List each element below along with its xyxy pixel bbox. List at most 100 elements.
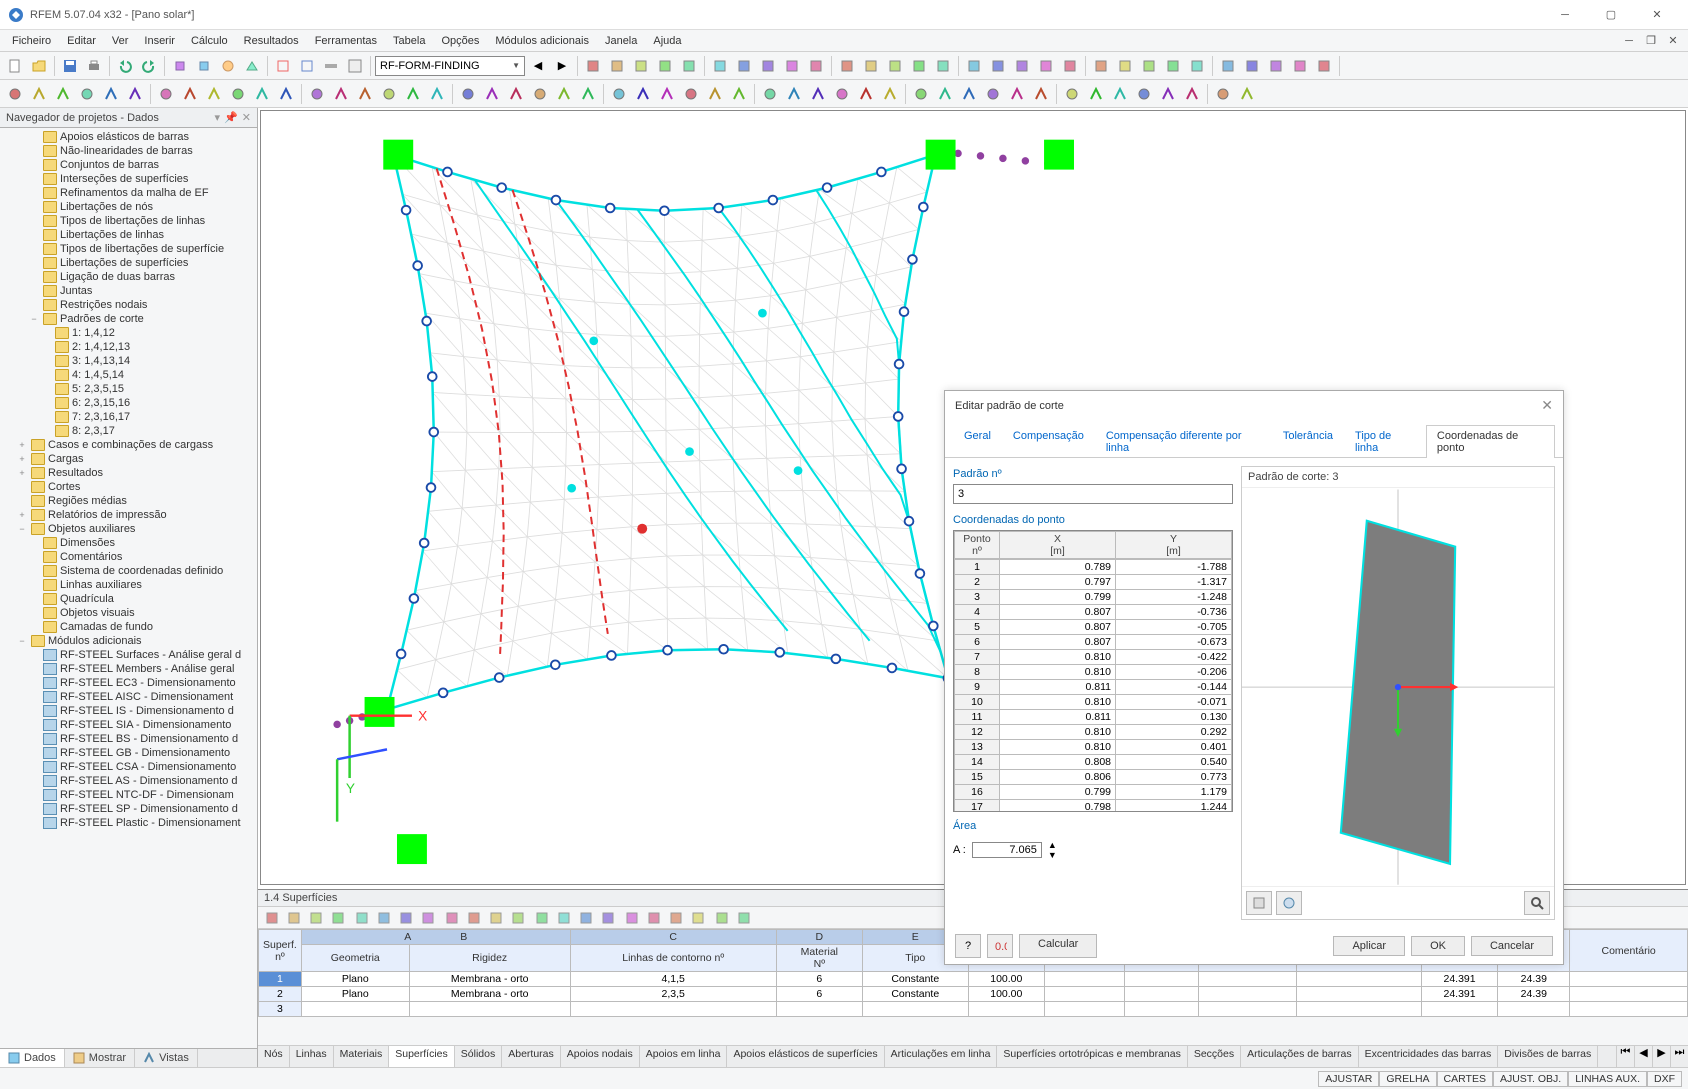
tree-node[interactable]: RF-STEEL Plastic - Dimensionament [0,816,257,830]
tool-icon[interactable] [678,55,700,77]
tool-icon[interactable] [1061,83,1083,105]
tree-node[interactable]: 4: 1,4,5,14 [0,368,257,382]
tree-node[interactable]: RF-STEEL GB - Dimensionamento [0,746,257,760]
table-tab[interactable]: Apoios em linha [640,1046,728,1067]
tree-node[interactable]: −Módulos adicionais [0,634,257,648]
table-tool-icon[interactable] [532,909,552,927]
tab-mostrar[interactable]: Mostrar [65,1049,135,1067]
tool-icon[interactable] [632,83,654,105]
tool-icon[interactable] [932,55,954,77]
tool-icon[interactable] [457,83,479,105]
tool-icon[interactable] [251,83,273,105]
tool-icon[interactable] [330,83,352,105]
menu-item[interactable]: Tabela [385,33,433,49]
dialog-tab[interactable]: Compensação diferente por linha [1095,425,1272,458]
tool-icon[interactable] [963,55,985,77]
tool-icon[interactable] [1011,55,1033,77]
tool-icon[interactable] [733,55,755,77]
menu-item[interactable]: Resultados [236,33,307,49]
tab-nav[interactable]: ▶ [1652,1046,1670,1067]
minimize-button[interactable]: ─ [1542,0,1588,30]
tool-icon[interactable] [855,83,877,105]
table-tool-icon[interactable] [328,909,348,927]
tool-icon[interactable] [831,83,853,105]
tree-node[interactable]: Sistema de coordenadas definido [0,564,257,578]
tool-icon[interactable] [354,83,376,105]
table-tool-icon[interactable] [396,909,416,927]
save-icon[interactable] [59,55,81,77]
tree-node[interactable]: RF-STEEL Surfaces - Análise geral d [0,648,257,662]
table-tool-icon[interactable] [598,909,618,927]
menu-item[interactable]: Ficheiro [4,33,59,49]
tool-icon[interactable] [582,55,604,77]
table-tool-icon[interactable] [374,909,394,927]
tree-node[interactable]: RF-STEEL BS - Dimensionamento d [0,732,257,746]
table-tool-icon[interactable] [622,909,642,927]
menu-item[interactable]: Ver [104,33,137,49]
tool-icon[interactable] [1217,55,1239,77]
table-tool-icon[interactable] [666,909,686,927]
tool-icon[interactable] [805,55,827,77]
tree-node[interactable]: Conjuntos de barras [0,158,257,172]
tool-icon[interactable] [1138,55,1160,77]
tool-icon[interactable] [728,83,750,105]
tool-icon[interactable] [987,55,1009,77]
tree-node[interactable]: Interseções de superfícies [0,172,257,186]
table-tab[interactable]: Linhas [290,1046,334,1067]
next-icon[interactable]: ▶ [551,55,573,77]
table-tool-icon[interactable] [464,909,484,927]
tool-icon[interactable] [481,83,503,105]
table-tool-icon[interactable] [712,909,732,927]
tool-icon[interactable] [320,55,342,77]
units-icon[interactable]: 0.00 [987,934,1013,958]
tree-node[interactable]: Restrições nodais [0,298,257,312]
table-tool-icon[interactable] [352,909,372,927]
tool-icon[interactable] [1035,55,1057,77]
coord-table[interactable]: Ponto nº X [m] Y [m] 10.789-1.78820.797-… [953,530,1233,812]
tree-node[interactable]: 6: 2,3,15,16 [0,396,257,410]
tree-node[interactable]: Libertações de superfícies [0,256,257,270]
tool-icon[interactable] [402,83,424,105]
tree-node[interactable]: Tipos de libertações de superfície [0,242,257,256]
tool-icon[interactable] [1085,83,1107,105]
table-tab[interactable]: Apoios elásticos de superfícies [727,1046,884,1067]
tool-icon[interactable] [1090,55,1112,77]
table-tool-icon[interactable] [508,909,528,927]
tool-icon[interactable] [1030,83,1052,105]
table-tool-icon[interactable] [418,909,438,927]
menu-item[interactable]: Cálculo [183,33,236,49]
tool-icon[interactable] [426,83,448,105]
tool-icon[interactable] [217,55,239,77]
tree-node[interactable]: +Resultados [0,466,257,480]
tool-icon[interactable] [1236,83,1258,105]
zoom-icon[interactable] [1524,891,1550,915]
tree-node[interactable]: −Padrões de corte [0,312,257,326]
tool-icon[interactable] [272,55,294,77]
tree-node[interactable]: RF-STEEL CSA - Dimensionamento [0,760,257,774]
tree-node[interactable]: +Casos e combinações de cargass [0,438,257,452]
tool-icon[interactable] [884,55,906,77]
redo-icon[interactable] [138,55,160,77]
tool-icon[interactable] [241,55,263,77]
status-cell[interactable]: AJUST. OBJ. [1493,1071,1568,1087]
table-tab[interactable]: Superfícies [389,1046,455,1067]
tool-icon[interactable] [630,55,652,77]
tool-icon[interactable] [654,55,676,77]
table-tool-icon[interactable] [554,909,574,927]
table-tool-icon[interactable] [306,909,326,927]
mdi-minimize[interactable]: ─ [1618,35,1640,47]
tool-icon[interactable] [1289,55,1311,77]
tool-icon[interactable] [1162,55,1184,77]
menu-item[interactable]: Editar [59,33,104,49]
tree-node[interactable]: RF-STEEL EC3 - Dimensionamento [0,676,257,690]
preview-tool-icon[interactable] [1246,891,1272,915]
tool-icon[interactable] [505,83,527,105]
tree-node[interactable]: Linhas auxiliares [0,578,257,592]
tree-node[interactable]: RF-STEEL Members - Análise geral [0,662,257,676]
tool-icon[interactable] [1114,55,1136,77]
cancelar-button[interactable]: Cancelar [1471,936,1553,956]
tool-icon[interactable] [656,83,678,105]
open-icon[interactable] [28,55,50,77]
tool-icon[interactable] [1059,55,1081,77]
table-tab[interactable]: Nós [258,1046,290,1067]
